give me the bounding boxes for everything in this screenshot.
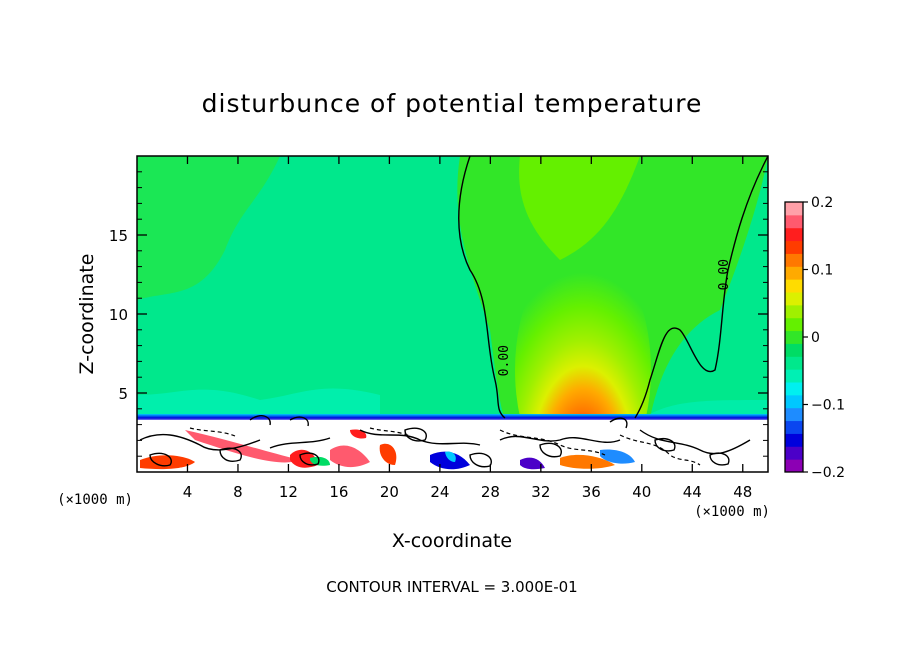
x-tick-label: 44 xyxy=(683,483,702,501)
x-tick-label: 4 xyxy=(183,483,193,501)
x-tick-label: 12 xyxy=(279,483,298,501)
x-tick-label: 40 xyxy=(632,483,651,501)
colorbar-tick-label: 0 xyxy=(811,330,820,346)
colorbar-swatch xyxy=(785,459,803,473)
y-tick-label: 10 xyxy=(109,306,128,324)
plot-area: 0.00 0.00 xyxy=(137,156,768,472)
x-tick-label: 8 xyxy=(233,483,243,501)
contour-interval: CONTOUR INTERVAL = 3.000E-01 xyxy=(326,578,577,596)
y-tick-label: 15 xyxy=(109,227,128,245)
band-light-green-left xyxy=(137,156,280,300)
colorbar-swatch xyxy=(785,292,803,306)
x-axis-label: X-coordinate xyxy=(392,530,512,552)
colorbar-swatch xyxy=(785,382,803,396)
colorbar-tick-label: −0.2 xyxy=(811,465,845,481)
colorbar-swatch xyxy=(785,356,803,370)
colorbar-swatch xyxy=(785,304,803,319)
surface-blue-line xyxy=(137,414,768,422)
colorbar-tick-label: 0.2 xyxy=(811,195,833,211)
colorbar-swatch xyxy=(785,394,803,409)
x-unit-label: (×1000 m) xyxy=(57,492,133,508)
contour-dashed xyxy=(189,427,701,466)
y-unit-label: (×1000 m) xyxy=(694,504,770,520)
colorbar-swatch xyxy=(785,266,803,280)
x-tick-label: 48 xyxy=(733,483,752,501)
band-cyan-left xyxy=(137,388,380,420)
x-tick-label: 20 xyxy=(380,483,399,501)
green-region-upper-right xyxy=(519,156,640,260)
x-tick-label: 32 xyxy=(531,483,550,501)
x-tick-label: 28 xyxy=(481,483,500,501)
colorbar-swatch xyxy=(785,317,803,332)
colorbar-ticks: 0.2 0.1 0 −0.1 −0.2 xyxy=(803,195,845,481)
colorbar-swatch xyxy=(785,407,803,422)
contour-label-left: 0.00 xyxy=(497,345,512,376)
colorbar xyxy=(784,201,804,473)
colorbar-swatch xyxy=(785,214,803,229)
colorbar-swatch xyxy=(785,343,803,357)
colorbar-swatch xyxy=(785,227,803,242)
contour-label-right: 0.00 xyxy=(717,259,732,290)
y-axis-label: Z-coordinate xyxy=(76,254,98,375)
colorbar-swatch xyxy=(785,420,803,434)
colorbar-tick-label: −0.1 xyxy=(811,398,845,414)
y-tick-label: 5 xyxy=(118,385,128,403)
y-axis: 5 10 15 xyxy=(109,171,768,457)
chart-title: disturbunce of potential temperature xyxy=(202,89,703,118)
x-tick-label: 16 xyxy=(329,483,348,501)
colorbar-swatch xyxy=(785,446,803,460)
colorbar-swatch xyxy=(785,253,803,267)
colorbar-swatch xyxy=(785,433,803,447)
colorbar-swatch xyxy=(785,240,803,254)
colorbar-swatch xyxy=(785,369,803,383)
colorbar-tick-label: 0.1 xyxy=(811,263,833,279)
x-tick-label: 36 xyxy=(582,483,601,501)
contour-lines xyxy=(139,156,768,468)
x-axis: 4 8 12 16 20 24 28 32 36 40 44 48 xyxy=(183,156,752,501)
colorbar-swatch xyxy=(785,202,803,216)
x-tick-label: 24 xyxy=(430,483,449,501)
colorbar-swatch xyxy=(785,330,803,344)
colorbar-swatch xyxy=(785,279,803,293)
